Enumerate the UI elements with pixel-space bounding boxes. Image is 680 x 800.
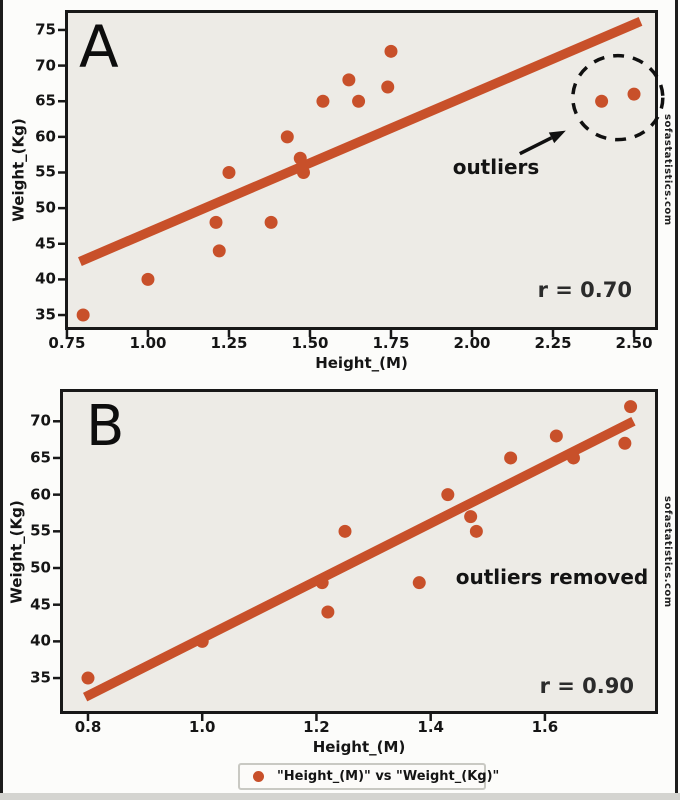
regression-line xyxy=(78,17,643,266)
data-point xyxy=(293,151,307,165)
data-point xyxy=(296,165,310,179)
y-tick-label: 65 xyxy=(30,448,51,467)
y-tick-label: 50 xyxy=(30,558,51,577)
legend-label: "Height_(M)" vs "Weight_(Kg)" xyxy=(277,769,500,784)
data-point xyxy=(76,308,90,322)
data-point xyxy=(280,130,294,144)
data-point xyxy=(469,524,483,538)
y-tick-label: 60 xyxy=(30,485,51,504)
outliers-removed-annotation: outliers removed xyxy=(455,565,649,589)
y-axis-label-a: Weight_(Kg) xyxy=(6,10,32,330)
outlier-point xyxy=(627,87,641,101)
data-point xyxy=(81,671,95,685)
x-axis-ticks-a: 0.75 1.00 1.25 1.50 1.75 2.00 2.25 2.50 xyxy=(48,334,658,354)
data-point xyxy=(316,94,330,108)
x-tick-label: 0.75 xyxy=(48,334,86,352)
data-point xyxy=(315,576,329,590)
data-point xyxy=(141,272,155,286)
y-tick-label: 75 xyxy=(35,20,56,39)
y-tick-label: 45 xyxy=(35,234,56,253)
data-point xyxy=(264,215,278,229)
y-tick-label: 50 xyxy=(35,198,56,217)
outliers-annotation: outliers xyxy=(452,155,540,179)
legend: "Height_(M)" vs "Weight_(Kg)" xyxy=(238,763,499,790)
x-axis-ticks-b: 0.8 1.0 1.2 1.4 1.6 xyxy=(60,720,658,738)
panel-letter-a: A xyxy=(79,13,119,81)
y-tick-label: 55 xyxy=(35,162,56,181)
axes-frame xyxy=(60,389,658,714)
outliers-dashed-circle xyxy=(571,53,665,142)
plot-area-b: B outliers removed r = 0.90 xyxy=(53,389,658,721)
plot-area-a: A outliers r = 0.70 xyxy=(58,10,665,337)
y-tick-label: 70 xyxy=(30,411,51,430)
data-point xyxy=(441,488,455,502)
x-tick-label: 1.6 xyxy=(531,718,559,736)
scatter-chart-a xyxy=(58,10,665,337)
data-point xyxy=(352,94,366,108)
data-point xyxy=(549,429,563,443)
x-tick-label: 2.25 xyxy=(534,334,572,352)
y-axis-label-text-a: Weight_(Kg) xyxy=(10,118,29,222)
y-tick-label: 35 xyxy=(35,305,56,324)
data-point xyxy=(618,436,632,450)
data-point xyxy=(209,215,223,229)
y-tick-label: 65 xyxy=(35,91,56,110)
x-tick-label: 1.75 xyxy=(372,334,410,352)
data-point xyxy=(381,80,395,94)
data-point xyxy=(566,451,580,465)
regression-line xyxy=(82,417,636,702)
x-axis-label-a: Height_(M) xyxy=(315,354,408,372)
legend-marker-dot-icon xyxy=(253,771,264,782)
data-point xyxy=(412,576,426,590)
figure-left-border xyxy=(0,0,3,793)
y-tick-label: 45 xyxy=(30,595,51,614)
x-tick-label: 2.00 xyxy=(453,334,491,352)
x-tick-label: 1.0 xyxy=(188,718,216,736)
data-point xyxy=(342,73,356,87)
data-point xyxy=(504,451,518,465)
x-tick-label: 1.2 xyxy=(303,718,330,736)
x-tick-label: 0.8 xyxy=(74,718,102,736)
axes-frame xyxy=(65,10,658,330)
data-point xyxy=(195,634,209,648)
x-axis-label-b: Height_(M) xyxy=(312,738,406,756)
y-tick-label: 40 xyxy=(30,631,51,650)
y-tick-label: 70 xyxy=(35,56,56,75)
y-tick-label: 60 xyxy=(35,127,56,146)
x-tick-label: 1.50 xyxy=(291,334,329,352)
x-tick-label: 1.00 xyxy=(129,334,167,352)
y-axis-label-b: Weight_(Kg) xyxy=(4,389,30,714)
arrow-shaft xyxy=(519,136,553,156)
x-tick-label: 1.25 xyxy=(210,334,248,352)
data-point xyxy=(338,524,352,538)
data-point xyxy=(212,244,226,258)
y-axis-ticks-b: 35 40 45 50 55 60 65 70 xyxy=(0,389,55,714)
correlation-label-a: r = 0.70 xyxy=(537,278,632,302)
data-point xyxy=(321,605,335,619)
y-tick-label: 40 xyxy=(35,269,56,288)
data-point xyxy=(464,510,478,524)
data-point xyxy=(624,400,638,414)
y-axis-ticks-a: 35 40 45 50 55 60 65 70 75 xyxy=(0,10,60,330)
x-tick-label: 2.50 xyxy=(615,334,653,352)
outlier-point xyxy=(595,94,609,108)
figure-right-border xyxy=(675,0,678,793)
figure-bottom-band xyxy=(0,793,680,800)
arrow-head-icon xyxy=(548,130,566,144)
x-tick-label: 1.4 xyxy=(417,718,444,736)
data-point xyxy=(384,44,398,58)
panel-letter-b: B xyxy=(86,394,125,459)
scatter-chart-b xyxy=(53,389,658,721)
watermark-a: sofastatistics.com xyxy=(662,114,673,226)
y-tick-label: 35 xyxy=(30,668,51,687)
y-tick-label: 55 xyxy=(30,521,51,540)
watermark-b: sofastatistics.com xyxy=(662,495,673,608)
data-point xyxy=(222,165,236,179)
y-axis-label-text-b: Weight_(Kg) xyxy=(8,499,27,604)
correlation-label-b: r = 0.90 xyxy=(539,674,634,698)
